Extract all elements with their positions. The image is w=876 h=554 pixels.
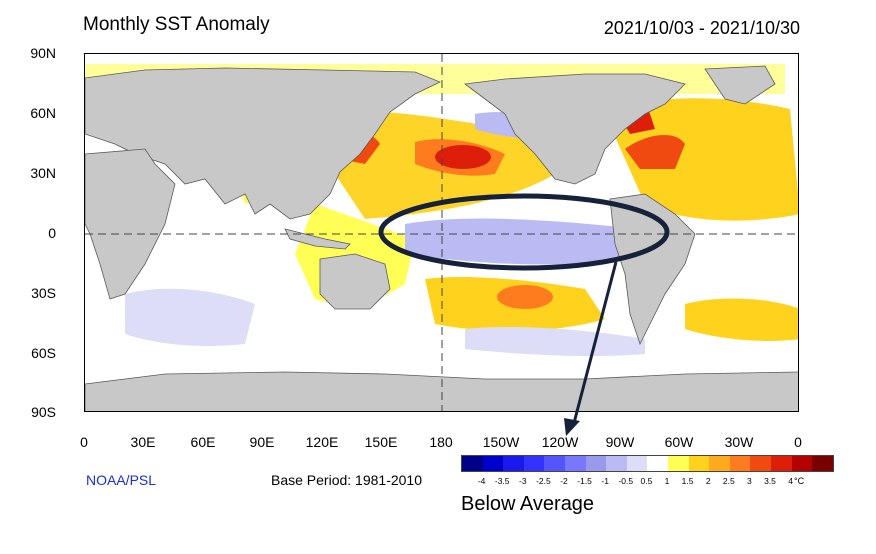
colorbar-swatch <box>482 456 504 471</box>
colorbar-tick-label: 4 <box>788 476 793 486</box>
colorbar-unit: °C <box>794 476 805 486</box>
colorbar-swatch <box>770 456 792 471</box>
colorbar-swatch <box>585 456 607 471</box>
north-pacific-hotspot <box>435 145 491 169</box>
colorbar-tick-label: -0.5 <box>618 476 634 486</box>
colorbar-tick-label: -2.5 <box>536 476 551 486</box>
colorbar-swatch <box>647 456 668 471</box>
cool-anomalies <box>125 112 645 357</box>
colorbar-swatch <box>626 456 648 471</box>
lon-label-120e: 120E <box>305 434 339 450</box>
lon-label-60e: 60E <box>190 434 216 450</box>
colorbar-tick-label: -4 <box>477 476 486 486</box>
australia <box>319 253 391 310</box>
colorbar-swatch <box>791 456 813 471</box>
colorbar-tick-label: 3.5 <box>764 476 776 486</box>
lon-label-120w: 120W <box>541 434 579 450</box>
lat-label-30n: 30N <box>30 165 56 181</box>
annotation-arrow-head <box>564 418 580 436</box>
colorbar-tick-label: -2 <box>560 476 568 486</box>
lon-label-0-east: 0 <box>794 434 802 450</box>
lon-label-180: 180 <box>429 434 453 450</box>
eurasia <box>85 67 441 220</box>
lat-label-0: 0 <box>48 225 56 241</box>
colorbar-tick-label: 2 <box>705 476 711 486</box>
colorbar-swatch <box>729 456 751 471</box>
colorbar-swatch <box>544 456 565 471</box>
colorbar-tick-label: -1 <box>601 476 609 486</box>
credit-label: NOAA/PSL <box>86 472 157 488</box>
colorbar-swatch <box>606 456 627 471</box>
colorbar-tick-label: 1 <box>664 476 670 486</box>
colorbar-tick-label: -3 <box>519 476 527 486</box>
colorbar-swatch <box>812 456 833 471</box>
date-range: 2021/10/03 - 2021/10/30 <box>603 18 800 38</box>
lon-label-90e: 90E <box>249 434 275 450</box>
lat-label-90n: 90N <box>30 45 56 61</box>
colorbar-swatch <box>688 456 710 471</box>
south-america <box>609 193 696 346</box>
colorbar-swatch <box>564 456 586 471</box>
southern-indian-cool <box>125 288 255 346</box>
below-average-label: Below Average <box>461 493 595 515</box>
colorbar-swatch <box>750 456 771 471</box>
colorbar-tick-label: 0.5 <box>640 476 653 486</box>
colorbar-tick-label: 3 <box>747 476 752 486</box>
lon-label-150e: 150E <box>364 434 398 450</box>
lon-label-30w: 30W <box>724 434 754 450</box>
greenland <box>704 65 776 105</box>
colorbar-swatch <box>503 456 524 471</box>
lon-label-90w: 90W <box>605 434 635 450</box>
colorbar-tick-label: -3.5 <box>494 476 510 486</box>
indonesia <box>284 228 351 250</box>
lon-label-0: 0 <box>80 434 88 450</box>
north-america <box>463 73 686 185</box>
lat-label-30s: 30S <box>31 285 56 301</box>
map-title: Monthly SST Anomaly <box>83 14 270 35</box>
colorbar-swatch <box>709 456 730 471</box>
gulf-stream-warm <box>625 134 685 169</box>
colorbar-tick-label: 1.5 <box>681 476 694 486</box>
lat-label-60n: 60N <box>30 105 56 121</box>
colorbar-tick-label: -1.5 <box>577 476 592 486</box>
lon-label-30e: 30E <box>130 434 156 450</box>
lat-label-60s: 60S <box>31 345 56 361</box>
colorbar-swatch <box>667 456 689 471</box>
southern-ocean-cool <box>465 327 645 357</box>
colorbar-swatch <box>523 456 545 471</box>
colorbar <box>461 455 834 472</box>
colorbar-tick-label: 2.5 <box>722 476 735 486</box>
africa <box>85 148 176 300</box>
lat-label-90s: 90S <box>31 404 56 420</box>
highlight-ellipse <box>378 193 670 271</box>
lon-label-150w: 150W <box>482 434 520 450</box>
map-canvas <box>85 54 798 411</box>
colorbar-swatch <box>462 456 483 471</box>
south-atlantic-warm <box>685 298 798 341</box>
south-pacific-hotspot <box>497 285 553 309</box>
land <box>85 65 798 411</box>
equatorial-pacific-cool <box>405 218 640 265</box>
base-period-label: Base Period: 1981-2010 <box>271 472 422 488</box>
annotation-arrow-shaft <box>572 261 618 424</box>
lon-label-60w: 60W <box>664 434 694 450</box>
sst-anomaly-map <box>84 53 799 412</box>
